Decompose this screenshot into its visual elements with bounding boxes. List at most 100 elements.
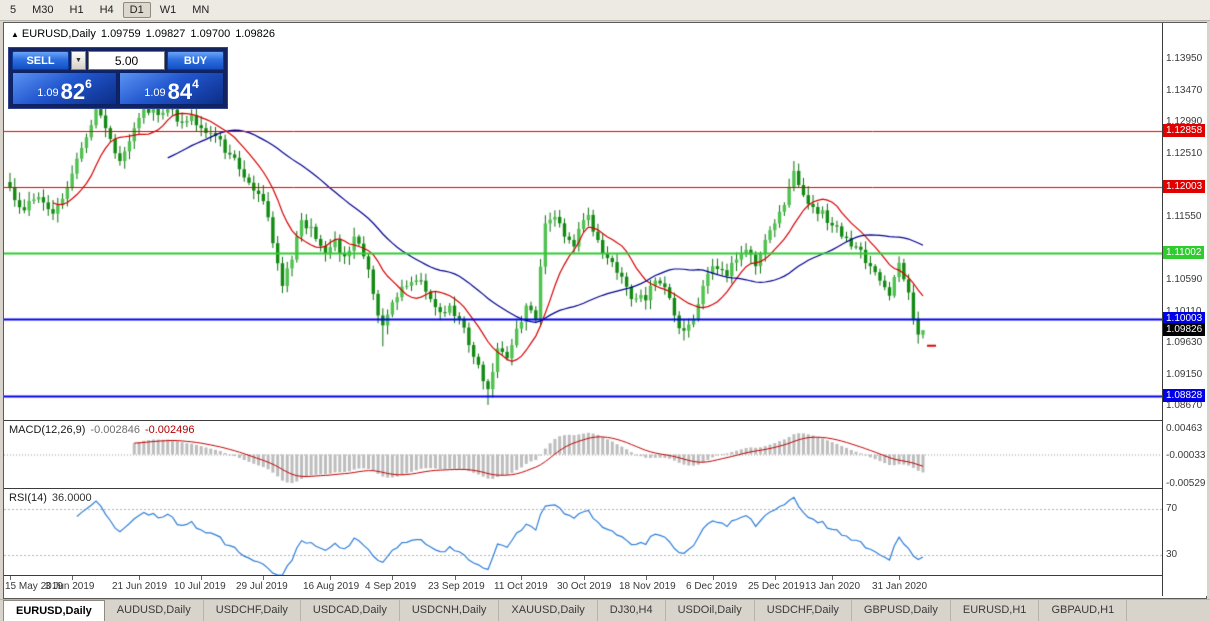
date-tick <box>10 576 11 580</box>
sell-price-big: 82 <box>60 79 86 104</box>
date-axis-label: 3 Jun 2019 <box>45 581 95 592</box>
date-tick <box>521 576 522 580</box>
price-level-chip: 1.12003 <box>1163 180 1206 194</box>
price-level-chip: 1.10003 <box>1163 311 1206 325</box>
buy-price-big: 84 <box>167 79 193 104</box>
sell-price-prefix: 1.09 <box>37 87 59 99</box>
price-scale-label: 1.13470 <box>1166 84 1203 96</box>
date-tick <box>775 576 776 580</box>
chart-tab-eurusd-h1[interactable]: EURUSD,H1 <box>951 600 1040 621</box>
lot-dropdown-button[interactable]: ▼ <box>71 51 86 70</box>
buy-price-prefix: 1.09 <box>144 87 166 99</box>
macd-main-value: -0.002846 <box>90 424 140 436</box>
sell-button[interactable]: SELL <box>12 51 69 70</box>
date-axis-label: 18 Nov 2019 <box>619 581 676 592</box>
chart-tab-usdcad-daily[interactable]: USDCAD,Daily <box>301 600 400 621</box>
chart-symbol-period: EURUSD,Daily <box>21 28 96 40</box>
price-scale-label: 1.11550 <box>1166 210 1202 222</box>
date-tick <box>72 576 73 580</box>
ohlc-low: 1.09700 <box>190 28 231 40</box>
price-level-chip: 1.11002 <box>1163 245 1205 259</box>
one-click-prices-row: 1.09 82 6 1.09 84 4 <box>12 72 224 105</box>
rsi-value: 36.0000 <box>51 492 92 504</box>
buy-price-pip: 4 <box>192 77 199 91</box>
macd-scale-label: -0.00529 <box>1166 478 1206 490</box>
price-scale-label: 1.12990 <box>1166 116 1203 128</box>
timeframe-button-h1[interactable]: H1 <box>69 4 84 16</box>
ohlc-open: 1.09759 <box>100 28 141 40</box>
rsi-scale-label: 30 <box>1166 549 1178 561</box>
rsi-scale-label: 70 <box>1166 502 1178 514</box>
date-tick <box>899 576 900 580</box>
buy-button[interactable]: BUY <box>167 51 224 70</box>
lot-size-input[interactable] <box>88 51 165 70</box>
one-click-buttons-row: SELL ▼ BUY <box>12 51 224 70</box>
date-axis-label: 31 Jan 2020 <box>872 581 928 592</box>
date-axis-label: 13 Jan 2020 <box>805 581 861 592</box>
chart-title: ▲ EURUSD,Daily 1.09759 1.09827 1.09700 1.0982… <box>11 28 275 40</box>
date-axis-label: 29 Jul 2019 <box>236 581 288 592</box>
price-scale[interactable]: 1.13950 1.13470 1.12990 1.12510 1.11550 1.105… <box>1162 23 1207 596</box>
date-tick <box>263 576 264 580</box>
price-scale-label: 1.08670 <box>1166 400 1203 412</box>
rsi-label: RSI(14) 36.0000 <box>9 492 92 504</box>
date-axis-label: 11 Oct 2019 <box>494 581 548 592</box>
date-axis-label: 10 Jul 2019 <box>174 581 226 592</box>
chart-tab-usdcnh-daily[interactable]: USDCNH,Daily <box>400 600 500 621</box>
timeframe-button-mn[interactable]: MN <box>192 4 210 16</box>
date-axis-label: 15 May 2019 <box>5 581 63 592</box>
chart-tab-eurusd-daily[interactable]: EURUSD,Daily <box>3 600 105 621</box>
chart-tab-xauusd-daily[interactable]: XAUUSD,Daily <box>499 600 598 621</box>
chart-window: 15 May 2019 3 Jun 2019 21 Jun 2019 10 Jul 2… <box>3 22 1207 599</box>
chart-tab-gbpaud-h1[interactable]: GBPAUD,H1 <box>1039 600 1128 621</box>
timeframe-button-h4[interactable]: H4 <box>99 4 114 16</box>
price-scale-label: 1.09630 <box>1166 337 1203 349</box>
date-axis-label: 30 Oct 2019 <box>557 581 612 592</box>
macd-label: MACD(12,26,9) -0.002846 -0.002496 <box>9 424 195 436</box>
date-axis-label: 16 Aug 2019 <box>303 581 360 592</box>
ohlc-high: 1.09827 <box>145 28 186 40</box>
date-axis[interactable]: 15 May 2019 3 Jun 2019 21 Jun 2019 10 Jul 2… <box>4 576 1162 596</box>
macd-signal-value: -0.002496 <box>144 424 195 436</box>
date-tick <box>713 576 714 580</box>
price-scale-label: 1.13950 <box>1166 53 1203 65</box>
chart-tab-usdchf-daily[interactable]: USDCHF,Daily <box>204 600 301 621</box>
sell-price-display[interactable]: 1.09 82 6 <box>12 72 117 105</box>
macd-scale-label: 0.00463 <box>1166 422 1203 434</box>
date-axis-label: 23 Sep 2019 <box>428 581 485 592</box>
chevron-down-icon: ▼ <box>75 57 82 64</box>
price-scale-label: 1.10110 <box>1166 306 1201 317</box>
rsi-indicator-canvas[interactable] <box>4 489 1162 575</box>
pane-separator[interactable] <box>4 488 1206 489</box>
timeframe-button-d1[interactable]: D1 <box>122 2 151 18</box>
chart-tab-usdoil-daily[interactable]: USDOil,Daily <box>666 600 755 621</box>
timeframe-button-m30[interactable]: M30 <box>32 4 54 16</box>
date-tick <box>584 576 585 580</box>
date-axis-label: 4 Sep 2019 <box>365 581 417 592</box>
chart-tab-usdchf-daily[interactable]: USDCHF,Daily <box>755 600 852 621</box>
timeframe-button-w1[interactable]: W1 <box>159 4 177 16</box>
macd-scale-label: -0.00033 <box>1166 450 1206 462</box>
price-level-chip: 1.12858 <box>1163 123 1206 137</box>
chart-tab-gbpusd-daily[interactable]: GBPUSD,Daily <box>852 600 951 621</box>
date-tick <box>392 576 393 580</box>
date-tick <box>330 576 331 580</box>
chart-tab-audusd-daily[interactable]: AUDUSD,Daily <box>105 600 204 621</box>
current-price-chip: 1.09826 <box>1163 323 1206 337</box>
price-scale-label: 1.10590 <box>1166 273 1203 285</box>
ohlc-close: 1.09826 <box>235 28 275 40</box>
date-axis-label: 21 Jun 2019 <box>112 581 168 592</box>
date-axis-label: 25 Dec 2019 <box>748 581 805 592</box>
date-tick <box>455 576 456 580</box>
buy-price-display[interactable]: 1.09 84 4 <box>119 72 224 105</box>
date-tick <box>201 576 202 580</box>
pane-separator[interactable] <box>4 420 1206 421</box>
macd-indicator-canvas[interactable] <box>4 421 1162 488</box>
date-tick <box>832 576 833 580</box>
timeframe-button-5[interactable]: 5 <box>10 4 17 16</box>
chart-tab-dj30-h4[interactable]: DJ30,H4 <box>598 600 666 621</box>
date-tick <box>646 576 647 580</box>
rsi-name: RSI(14) <box>9 492 47 504</box>
